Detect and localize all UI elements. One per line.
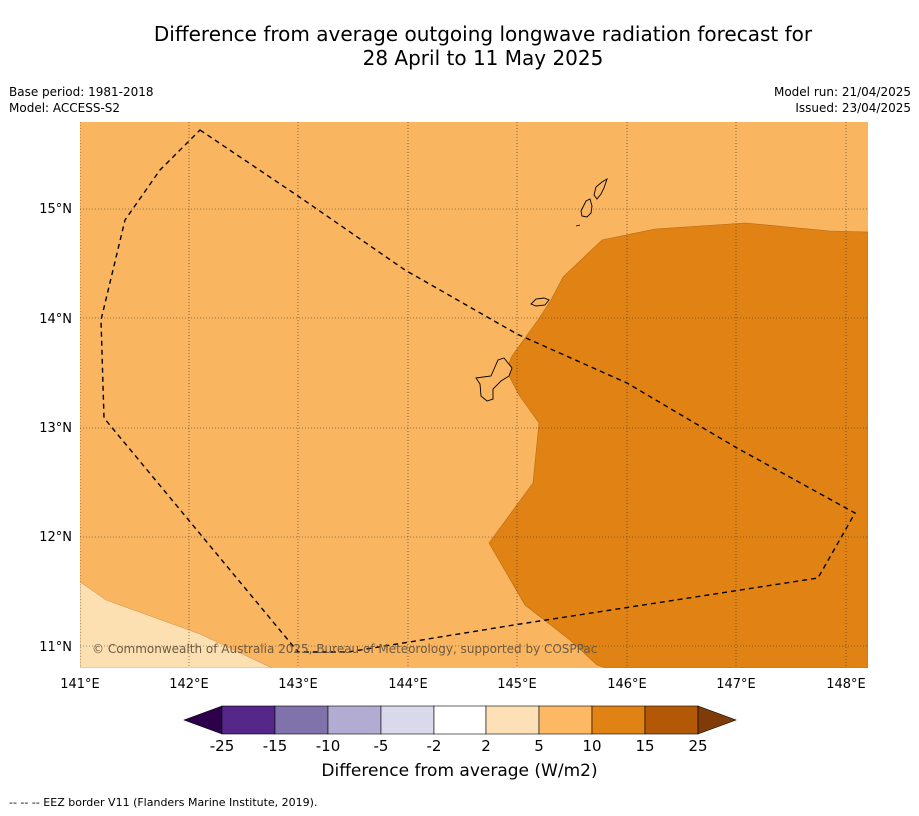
- colorbar-segment-9: [644, 705, 699, 735]
- lat-tick-13: 13°N: [39, 421, 72, 436]
- colorbar-label: Difference from average (W/m2): [321, 761, 598, 781]
- issued-date: Issued: 23/04/2025: [795, 101, 911, 115]
- lat-tick-14: 14°N: [39, 312, 72, 327]
- colorbar-segment-8: [591, 705, 646, 735]
- lon-tick-146: 146°E: [607, 677, 647, 692]
- lon-tick-145: 145°E: [497, 677, 537, 692]
- colorbar-tick: 25: [688, 737, 707, 755]
- lon-tick-147: 147°E: [716, 677, 756, 692]
- colorbar-tick: 10: [582, 737, 601, 755]
- model-run-info: Model run: 21/04/2025 Issued: 23/04/2025: [774, 84, 911, 116]
- lat-tick-12: 12°N: [39, 530, 72, 545]
- island-tinian: [580, 198, 593, 218]
- island-saipan: [593, 177, 608, 200]
- copyright-notice: © Commonwealth of Australia 2025, Bureau…: [92, 642, 597, 656]
- base-period-info: Base period: 1981-2018 Model: ACCESS-S2: [9, 84, 154, 116]
- title-line-1: Difference from average outgoing longwav…: [153, 22, 813, 46]
- colorbar-arrow-low: [183, 705, 223, 735]
- colorbar-tick: 2: [481, 737, 491, 755]
- colorbar-tick: -2: [427, 737, 442, 755]
- colorbar-segment-2: [274, 705, 329, 735]
- island-rota: [530, 297, 550, 307]
- colorbar-segment-1: [221, 705, 276, 735]
- colorbar-segment-5: [433, 705, 487, 735]
- lon-tick-142: 142°E: [169, 677, 209, 692]
- colorbar-tick: -25: [210, 737, 235, 755]
- colorbar-tick: -15: [263, 737, 288, 755]
- eez-legend-note: -- -- -- EEZ border V11 (Flanders Marine…: [9, 796, 318, 809]
- colorbar-segment-4: [380, 705, 435, 735]
- map-title: Difference from average outgoing longwav…: [0, 22, 919, 70]
- model-run: Model run: 21/04/2025: [773, 85, 911, 99]
- colorbar: -25 -15 -10 -5 -2 2 5 10 15 25: [183, 705, 737, 755]
- colorbar-tick: -5: [374, 737, 389, 755]
- anomaly-region-10-15: [488, 222, 868, 668]
- lat-tick-15: 15°N: [39, 202, 72, 217]
- colorbar-segment-6: [485, 705, 540, 735]
- colorbar-tick: 15: [635, 737, 654, 755]
- colorbar-arrow-high: [697, 705, 737, 735]
- eez-border: [100, 129, 856, 653]
- latitude-ticks: 15°N 14°N 13°N 12°N 11°N: [39, 202, 72, 655]
- lon-tick-143: 143°E: [278, 677, 318, 692]
- island-outlines: [475, 177, 608, 402]
- lon-tick-148: 148°E: [826, 677, 866, 692]
- lon-tick-144: 144°E: [388, 677, 428, 692]
- model-name: Model: ACCESS-S2: [9, 101, 121, 115]
- base-period: Base period: 1981-2018: [9, 85, 154, 99]
- title-line-2: 28 April to 11 May 2025: [362, 46, 604, 70]
- lat-tick-11: 11°N: [39, 640, 72, 655]
- colorbar-tick: 5: [534, 737, 544, 755]
- longitude-ticks: 141°E 142°E 143°E 144°E 145°E 146°E 147°…: [60, 677, 866, 692]
- colorbar-segment-3: [327, 705, 382, 735]
- lon-tick-141: 141°E: [60, 677, 100, 692]
- anomaly-region-2-5: [80, 581, 273, 668]
- island-aguijan: [575, 224, 581, 227]
- gridlines: [80, 122, 868, 668]
- island-guam: [475, 357, 513, 402]
- colorbar-tick: -10: [316, 737, 341, 755]
- colorbar-segment-7: [538, 705, 593, 735]
